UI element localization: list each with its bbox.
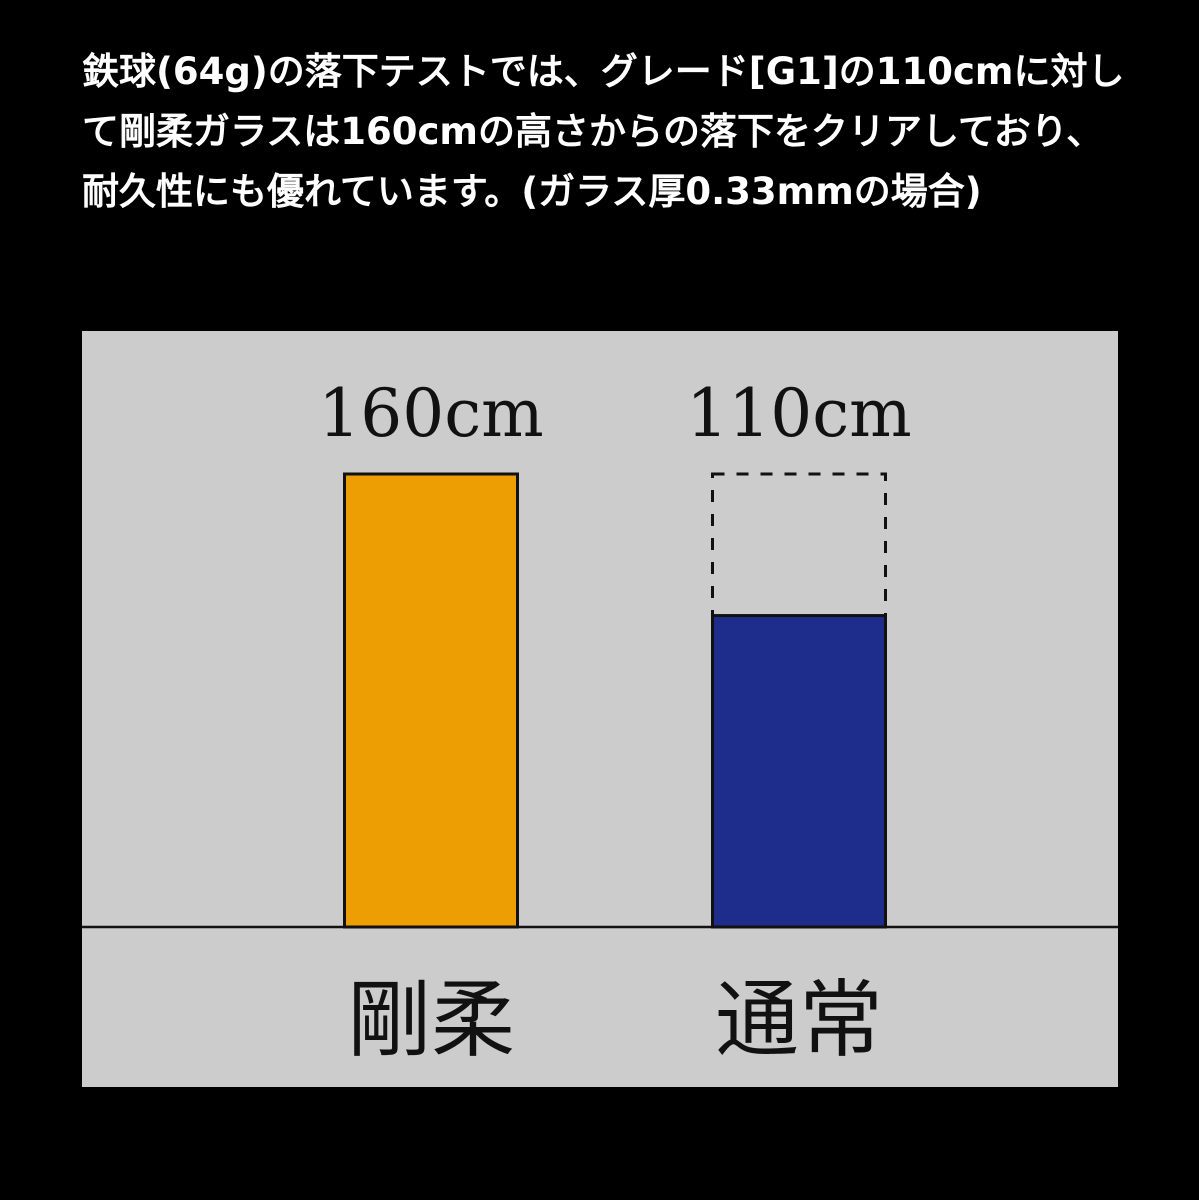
bar-goju: [343, 472, 519, 929]
labels-layer: 160cm 剛柔 110cm 通常: [318, 375, 912, 1069]
category-label-goju: 剛柔: [347, 971, 515, 1069]
value-label-tsujo: 110cm: [686, 375, 912, 452]
chart-panel: 160cm 剛柔 110cm 通常: [82, 331, 1118, 1087]
description-text: 鉄球(64g)の落下テストでは、グレード[G1]の110cmに対して剛柔ガラスは…: [82, 50, 1125, 213]
category-label-tsujo: 通常: [715, 971, 883, 1069]
bars-layer: [343, 472, 887, 929]
bar-tsujo: [711, 614, 887, 929]
value-label-goju: 160cm: [318, 375, 544, 452]
bar-chart: 160cm 剛柔 110cm 通常: [82, 375, 1118, 1069]
